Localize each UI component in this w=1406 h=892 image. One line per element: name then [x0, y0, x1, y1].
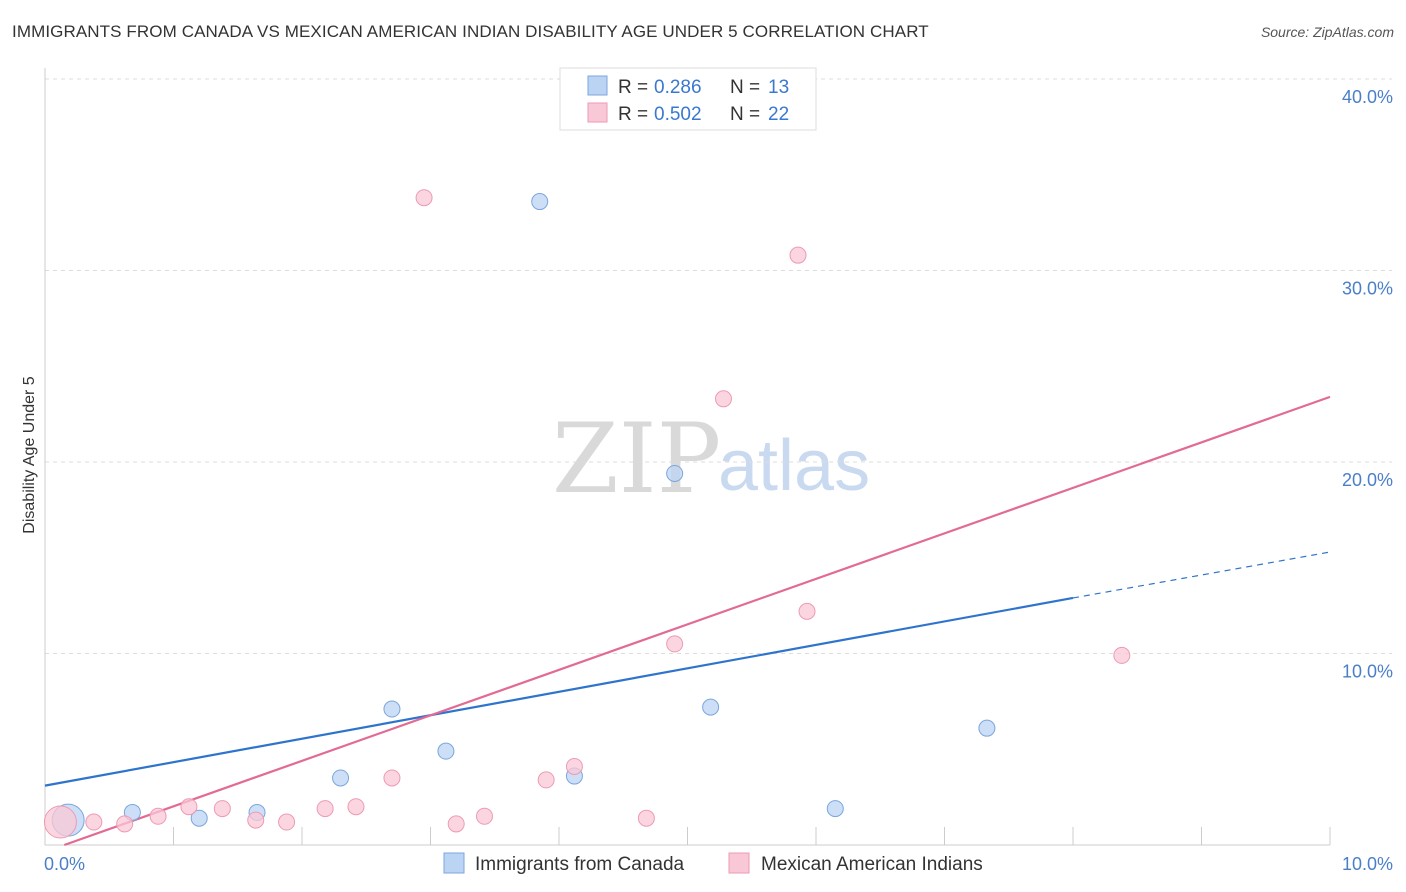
point-pink [149, 807, 167, 825]
gridlines [45, 78, 1392, 654]
trend-line-pink [63, 395, 1331, 847]
point-blue [978, 719, 996, 737]
point-pink [789, 246, 807, 264]
point-pink [714, 390, 732, 408]
point-blue [531, 193, 549, 211]
point-pink [475, 807, 493, 825]
tick-labels: 10.0% 20.0% 30.0% 40.0% 0.0% 10.0% [44, 87, 1393, 874]
legend-swatch-blue [587, 75, 608, 96]
point-pink [798, 602, 816, 620]
point-pink [637, 809, 655, 827]
watermark-zip: ZIP [552, 403, 721, 515]
y-tick-label: 30.0% [1342, 279, 1393, 299]
legend-r-label-blue: R = [618, 77, 648, 98]
data-points [43, 189, 1131, 839]
point-pink [383, 769, 401, 787]
point-pink [347, 798, 365, 816]
point-pink [180, 798, 198, 816]
x-tick-label: 0.0% [44, 854, 85, 874]
x-tick-label: 10.0% [1342, 854, 1393, 874]
point-pink [316, 800, 334, 818]
point-pink [85, 813, 103, 831]
legend-r-label-pink: R = [618, 104, 648, 125]
legend-n-label-pink: N = [730, 104, 760, 125]
bottom-legend-swatch-blue [443, 852, 465, 874]
y-tick-label: 40.0% [1342, 87, 1393, 107]
chart-title: IMMIGRANTS FROM CANADA VS MEXICAN AMERIC… [12, 22, 929, 41]
point-pink [1113, 646, 1131, 664]
point-blue [437, 742, 455, 760]
point-blue [332, 769, 350, 787]
point-pink [247, 811, 265, 829]
point-pink [565, 757, 583, 775]
legend-r-value-blue: 0.286 [654, 77, 702, 98]
point-blue [702, 698, 720, 716]
point-pink [43, 805, 77, 839]
point-pink [213, 800, 231, 818]
watermark-atlas: atlas [718, 426, 870, 506]
trend-line-blue [44, 596, 1074, 787]
bottom-legend: Immigrants from Canada Mexican American … [443, 852, 983, 875]
legend-r-value-pink: 0.502 [654, 104, 702, 125]
y-axis-label: Disability Age Under 5 [21, 376, 38, 534]
point-pink [116, 815, 134, 833]
legend-n-value-pink: 22 [768, 104, 789, 125]
point-pink [666, 635, 684, 653]
legend-n-label-blue: N = [730, 77, 760, 98]
y-tick-label: 10.0% [1342, 662, 1393, 682]
bottom-legend-label-blue: Immigrants from Canada [475, 854, 685, 875]
source-credit: Source: ZipAtlas.com [1260, 24, 1394, 40]
legend-swatch-pink [587, 102, 608, 123]
axes [44, 68, 1331, 846]
point-pink [447, 815, 465, 833]
point-pink [415, 189, 433, 207]
legend-box: R = 0.286 N = 13 R = 0.502 N = 22 [559, 67, 817, 131]
legend-n-value-blue: 13 [768, 77, 789, 98]
y-tick-label: 20.0% [1342, 470, 1393, 490]
trend-lines [44, 395, 1331, 847]
point-pink [278, 813, 296, 831]
bottom-legend-label-pink: Mexican American Indians [761, 854, 983, 875]
point-blue [666, 464, 684, 482]
point-pink [537, 771, 555, 789]
point-blue [826, 800, 844, 818]
point-blue [190, 809, 208, 827]
trend-extension-blue [1072, 551, 1331, 599]
watermark: ZIP atlas [552, 403, 870, 515]
bottom-legend-swatch-pink [728, 852, 750, 874]
point-blue [383, 700, 401, 718]
